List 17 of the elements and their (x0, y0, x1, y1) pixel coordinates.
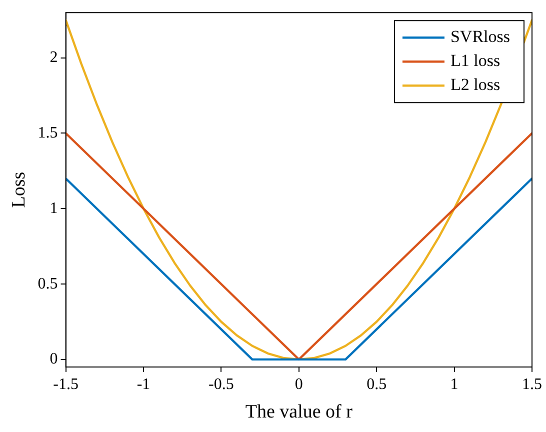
x-tick-label: 1.5 (522, 376, 542, 393)
y-tick-label: 2 (50, 49, 58, 66)
y-tick-label: 0.5 (38, 275, 58, 292)
y-axis-title: Loss (8, 172, 30, 208)
x-axis-title: The value of r (245, 402, 354, 423)
y-tick-label: 1 (50, 200, 58, 217)
x-tick-label: 0 (294, 376, 303, 393)
x-tick-label: -1 (136, 376, 150, 393)
y-tick-label: 1.5 (38, 124, 58, 142)
x-tick-label: 0.5 (366, 376, 387, 393)
legend-label: L2 loss (450, 75, 500, 94)
y-tick-label: 0 (50, 350, 58, 368)
x-tick-label: -0.5 (208, 376, 234, 393)
x-tick-label: 1 (450, 376, 458, 393)
legend-label: L1 loss (450, 51, 500, 70)
legend-label: SVRloss (450, 27, 510, 46)
x-tick-label: -1.5 (53, 376, 78, 393)
